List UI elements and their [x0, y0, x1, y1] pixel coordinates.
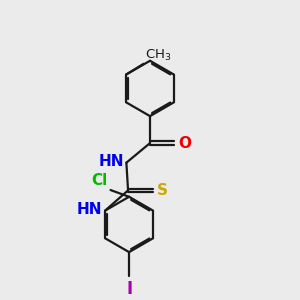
Text: S: S	[157, 183, 168, 198]
Text: HN: HN	[98, 154, 124, 169]
Text: O: O	[178, 136, 191, 151]
Text: Cl: Cl	[92, 173, 108, 188]
Text: HN: HN	[77, 202, 102, 217]
Text: CH$_3$: CH$_3$	[145, 48, 172, 63]
Text: I: I	[126, 280, 132, 298]
